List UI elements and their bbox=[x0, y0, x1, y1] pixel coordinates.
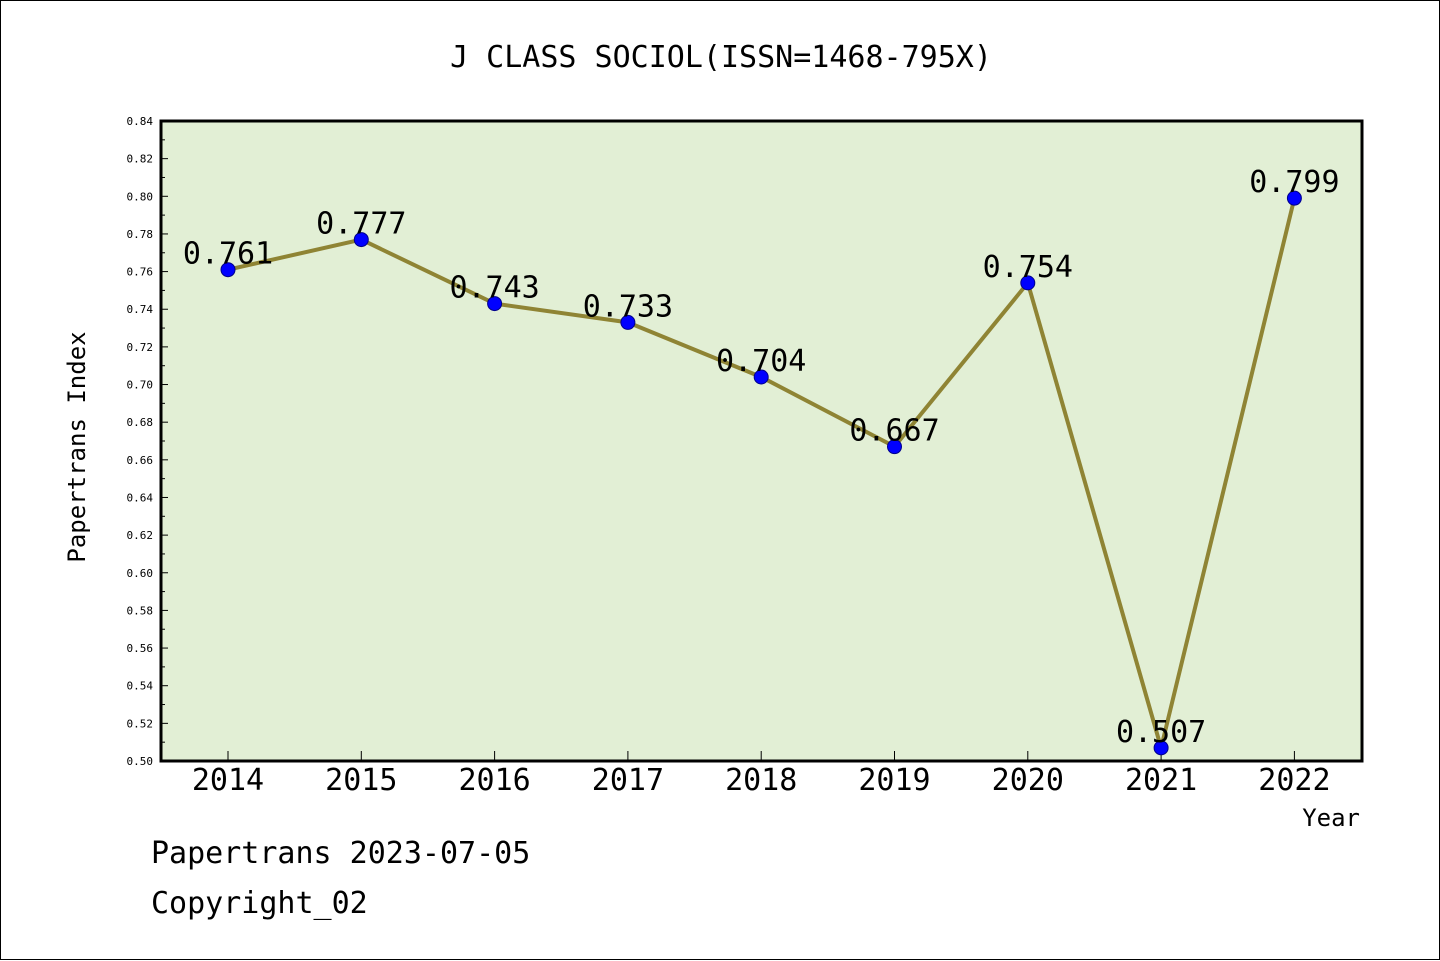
plot-area bbox=[159, 119, 1364, 763]
y-tick-label: 0.58 bbox=[127, 604, 154, 617]
y-axis: 0.50 0.52 0.54 0.56 0.58 0.60 0.62 0.64 0.66 0.68… bbox=[127, 115, 168, 768]
x-tick-label: 2014 bbox=[192, 763, 264, 798]
data-label: 0.704 bbox=[716, 344, 806, 379]
y-tick-label: 0.56 bbox=[127, 642, 154, 655]
data-point bbox=[1020, 275, 1036, 291]
x-axis-title: Year bbox=[1302, 804, 1360, 832]
data-point bbox=[220, 262, 236, 278]
chart-title: J CLASS SOCIOL(ISSN=1468-795X) bbox=[450, 40, 992, 75]
x-tick-label: 2019 bbox=[858, 763, 930, 798]
data-label: 0.743 bbox=[449, 271, 539, 306]
data-point bbox=[353, 232, 369, 248]
x-tick-label: 2016 bbox=[458, 763, 530, 798]
y-tick-label: 0.62 bbox=[127, 529, 154, 542]
y-tick-label: 0.74 bbox=[127, 303, 154, 316]
data-label: 0.799 bbox=[1249, 165, 1339, 200]
data-label: 0.667 bbox=[849, 414, 939, 449]
data-label: 0.777 bbox=[316, 207, 406, 242]
y-tick-label: 0.68 bbox=[127, 416, 154, 429]
data-point bbox=[620, 314, 636, 330]
footer-copyright: Copyright_02 bbox=[151, 886, 368, 921]
data-label: 0.754 bbox=[983, 250, 1073, 285]
y-tick-label: 0.60 bbox=[127, 567, 154, 580]
y-tick-label: 0.82 bbox=[127, 153, 154, 166]
y-tick-label: 0.66 bbox=[127, 454, 154, 467]
x-tick-label: 2018 bbox=[725, 763, 797, 798]
data-labels: 0.761 0.777 0.743 0.733 0.704 0.667 0.754 0.507… bbox=[183, 165, 1340, 750]
y-tick-label: 0.84 bbox=[127, 115, 154, 128]
data-point bbox=[753, 369, 769, 385]
x-axis: 2014 2015 2016 2017 2018 2019 2020 2021 2022 bbox=[192, 751, 1331, 798]
x-tick-label: 2020 bbox=[992, 763, 1064, 798]
y-tick-label: 0.78 bbox=[127, 228, 154, 241]
data-point bbox=[487, 296, 503, 312]
data-label: 0.761 bbox=[183, 237, 273, 272]
data-label: 0.507 bbox=[1116, 715, 1206, 750]
y-tick-label: 0.70 bbox=[127, 379, 154, 392]
data-label: 0.733 bbox=[583, 289, 673, 324]
x-tick-label: 2017 bbox=[592, 763, 664, 798]
footer-source: Papertrans 2023-07-05 bbox=[151, 836, 531, 871]
x-tick-label: 2015 bbox=[325, 763, 397, 798]
y-tick-label: 0.80 bbox=[127, 190, 154, 203]
data-point bbox=[887, 439, 902, 455]
data-point bbox=[1286, 190, 1302, 206]
y-tick-label: 0.72 bbox=[127, 341, 154, 354]
y-tick-label: 0.76 bbox=[127, 266, 154, 279]
y-tick-label: 0.64 bbox=[127, 491, 154, 504]
y-tick-label: 0.54 bbox=[127, 680, 154, 693]
y-axis-title: Papertrans Index bbox=[63, 331, 91, 562]
data-points bbox=[220, 190, 1302, 756]
data-point bbox=[1153, 740, 1169, 756]
x-tick-label: 2021 bbox=[1125, 763, 1197, 798]
x-tick-label: 2022 bbox=[1258, 763, 1330, 798]
y-tick-label: 0.50 bbox=[127, 755, 154, 768]
y-tick-label: 0.52 bbox=[127, 717, 154, 730]
